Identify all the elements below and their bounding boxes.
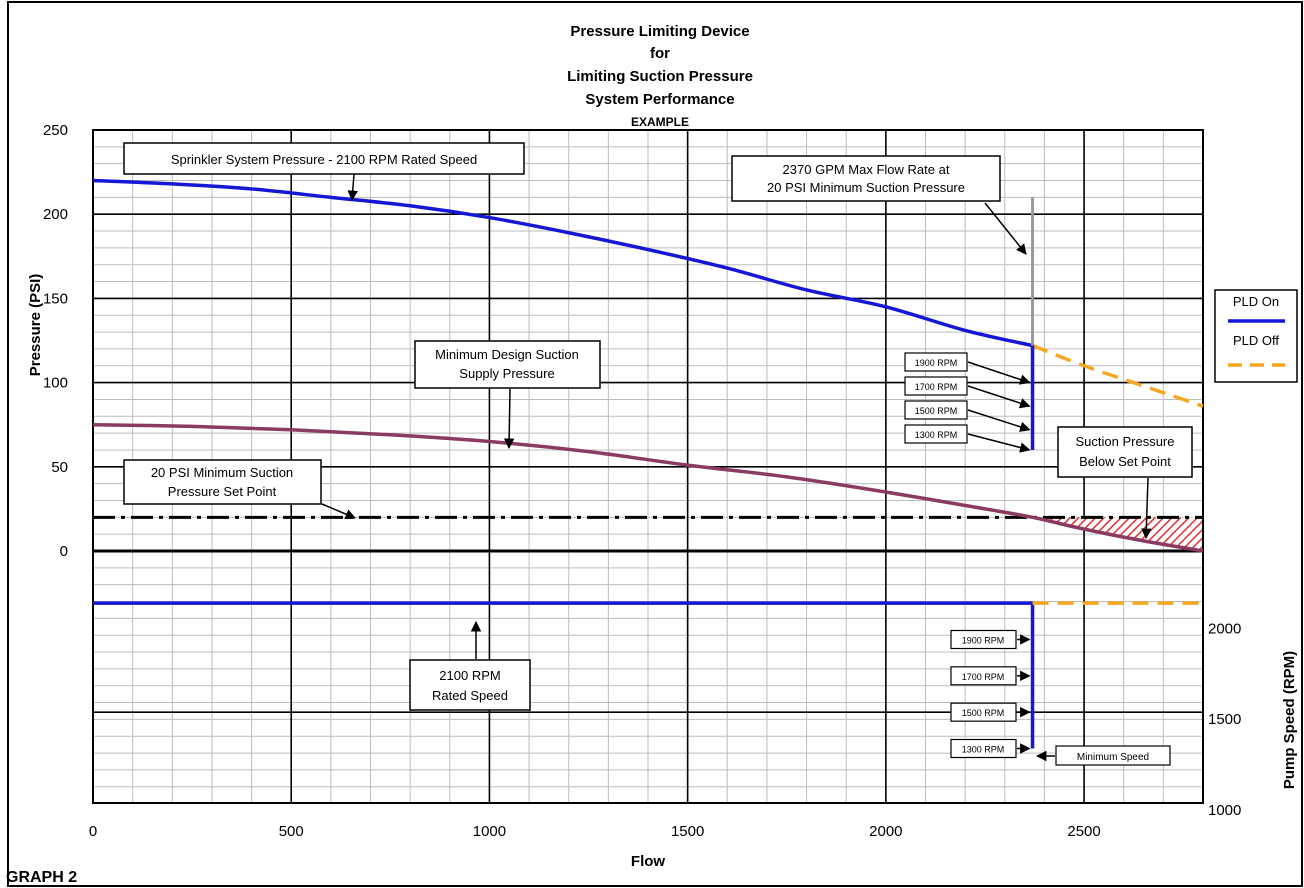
svg-text:Suction Pressure: Suction Pressure: [1076, 434, 1175, 449]
speed-rpm-label: 1500 RPM: [962, 708, 1005, 718]
chart-subtitle: EXAMPLE: [631, 115, 689, 129]
pressure-tick-label: 200: [43, 206, 68, 223]
x-tick-label: 2500: [1067, 823, 1100, 840]
annotation-below-set-point: Suction Pressure Below Set Point: [1057, 426, 1193, 540]
chart-title-line-2: for: [650, 45, 670, 62]
plot-frame: [92, 129, 1204, 804]
rpm-label-box: [904, 352, 968, 372]
annotation-set-point: 20 PSI Minimum Suction Pressure Set Poin…: [123, 459, 356, 520]
chart-title-line-3: Limiting Suction Pressure: [567, 68, 753, 85]
annotation-min-design-suction: Minimum Design Suction Supply Pressure: [414, 340, 601, 450]
annotation-sprinkler: Sprinkler System Pressure - 2100 RPM Rat…: [123, 142, 525, 202]
x-tick-label: 1500: [671, 823, 704, 840]
speed-rpm-label: 1700 RPM: [962, 672, 1005, 682]
legend: PLD On PLD Off: [1214, 289, 1298, 383]
speed-rpm-label: 1900 RPM: [962, 636, 1005, 646]
svg-text:Below Set Point: Below Set Point: [1079, 454, 1171, 469]
speed-tick-label: 1000: [1208, 802, 1241, 819]
pressure-axis-label: Pressure (PSI): [27, 274, 44, 377]
chart-title-line-1: Pressure Limiting Device: [570, 23, 749, 40]
rpm-label: 1300 RPM: [915, 430, 958, 440]
system-pressure-pld-on-curve: [92, 178, 1033, 348]
speed-axis-tick-labels: 1000 1500 2000: [1208, 620, 1241, 819]
x-tick-label: 1000: [473, 823, 506, 840]
annotation-rated-speed: 2100 RPM Rated Speed: [409, 620, 531, 711]
rpm-label: 1500 RPM: [915, 406, 958, 416]
x-axis-tick-labels: 0 500 1000 1500 2000 2500: [89, 823, 1101, 840]
pressure-tick-label: 250: [43, 122, 68, 139]
pressure-axis-tick-labels: 0 50 100 150 200 250: [43, 122, 68, 560]
svg-text:Rated Speed: Rated Speed: [432, 688, 508, 703]
svg-text:Minimum Speed: Minimum Speed: [1077, 752, 1149, 763]
x-tick-label: 0: [89, 823, 97, 840]
speed-rpm-label-box: [950, 738, 1017, 759]
pressure-tick-label: 150: [43, 290, 68, 307]
pressure-tick-label: 0: [60, 543, 68, 560]
rpm-label-arrow: [967, 409, 1031, 432]
speed-tick-label: 2000: [1208, 620, 1241, 637]
figure-border: [7, 1, 1303, 887]
rpm-step-labels: 1900 RPM 1700 RPM 1500 RPM 1300 RPM 1900 RPM…: [904, 352, 1031, 759]
x-tick-label: 500: [279, 823, 304, 840]
rpm-label-box: [904, 400, 968, 420]
annotation-minimum-speed: Minimum Speed: [1035, 745, 1171, 766]
rpm-label-box: [904, 376, 968, 396]
svg-text:20 PSI Minimum Suction: 20 PSI Minimum Suction: [151, 465, 293, 480]
rpm-label-arrow: [967, 361, 1031, 385]
annotation-max-flow: 2370 GPM Max Flow Rate at 20 PSI Minimum…: [731, 155, 1027, 255]
svg-text:2100 RPM: 2100 RPM: [439, 668, 500, 683]
x-axis-label: Flow: [631, 853, 665, 870]
speed-rpm-label-box: [950, 702, 1017, 722]
rpm-label-arrow: [967, 433, 1031, 453]
rpm-label: 1900 RPM: [915, 358, 958, 368]
pressure-tick-label: 50: [51, 459, 68, 476]
figure-label: GRAPH 2: [6, 869, 77, 886]
svg-text:Pressure Set Point: Pressure Set Point: [168, 484, 277, 499]
speed-rpm-label: 1300 RPM: [962, 745, 1005, 755]
speed-axis-label: Pump Speed (RPM): [1281, 651, 1298, 789]
speed-tick-label: 1500: [1208, 711, 1241, 728]
legend-label-pld-off: PLD Off: [1233, 333, 1279, 348]
speed-rpm-label-box: [950, 629, 1017, 650]
rpm-label-box: [904, 424, 968, 444]
pump-speed-pld-on-line: [93, 601, 1035, 749]
suction-supply-curve: [92, 422, 1204, 553]
rpm-label: 1700 RPM: [915, 382, 958, 392]
svg-text:Minimum Design Suction: Minimum Design Suction: [435, 347, 579, 362]
svg-text:20 PSI Minimum Suction Pressur: 20 PSI Minimum Suction Pressure: [767, 180, 965, 195]
pressure-tick-label: 100: [43, 375, 68, 392]
legend-label-pld-on: PLD On: [1233, 294, 1279, 309]
svg-text:2370 GPM Max Flow Rate at: 2370 GPM Max Flow Rate at: [783, 162, 950, 177]
svg-text:Supply Pressure: Supply Pressure: [459, 366, 554, 381]
svg-text:Sprinkler System Pressure - 21: Sprinkler System Pressure - 2100 RPM Rat…: [171, 152, 477, 167]
rpm-label-arrow: [967, 385, 1031, 409]
x-tick-label: 2000: [869, 823, 902, 840]
chart-title-line-4: System Performance: [585, 91, 734, 108]
system-pressure-pld-off-curve: [1031, 343, 1204, 408]
speed-rpm-label-box: [950, 666, 1017, 686]
